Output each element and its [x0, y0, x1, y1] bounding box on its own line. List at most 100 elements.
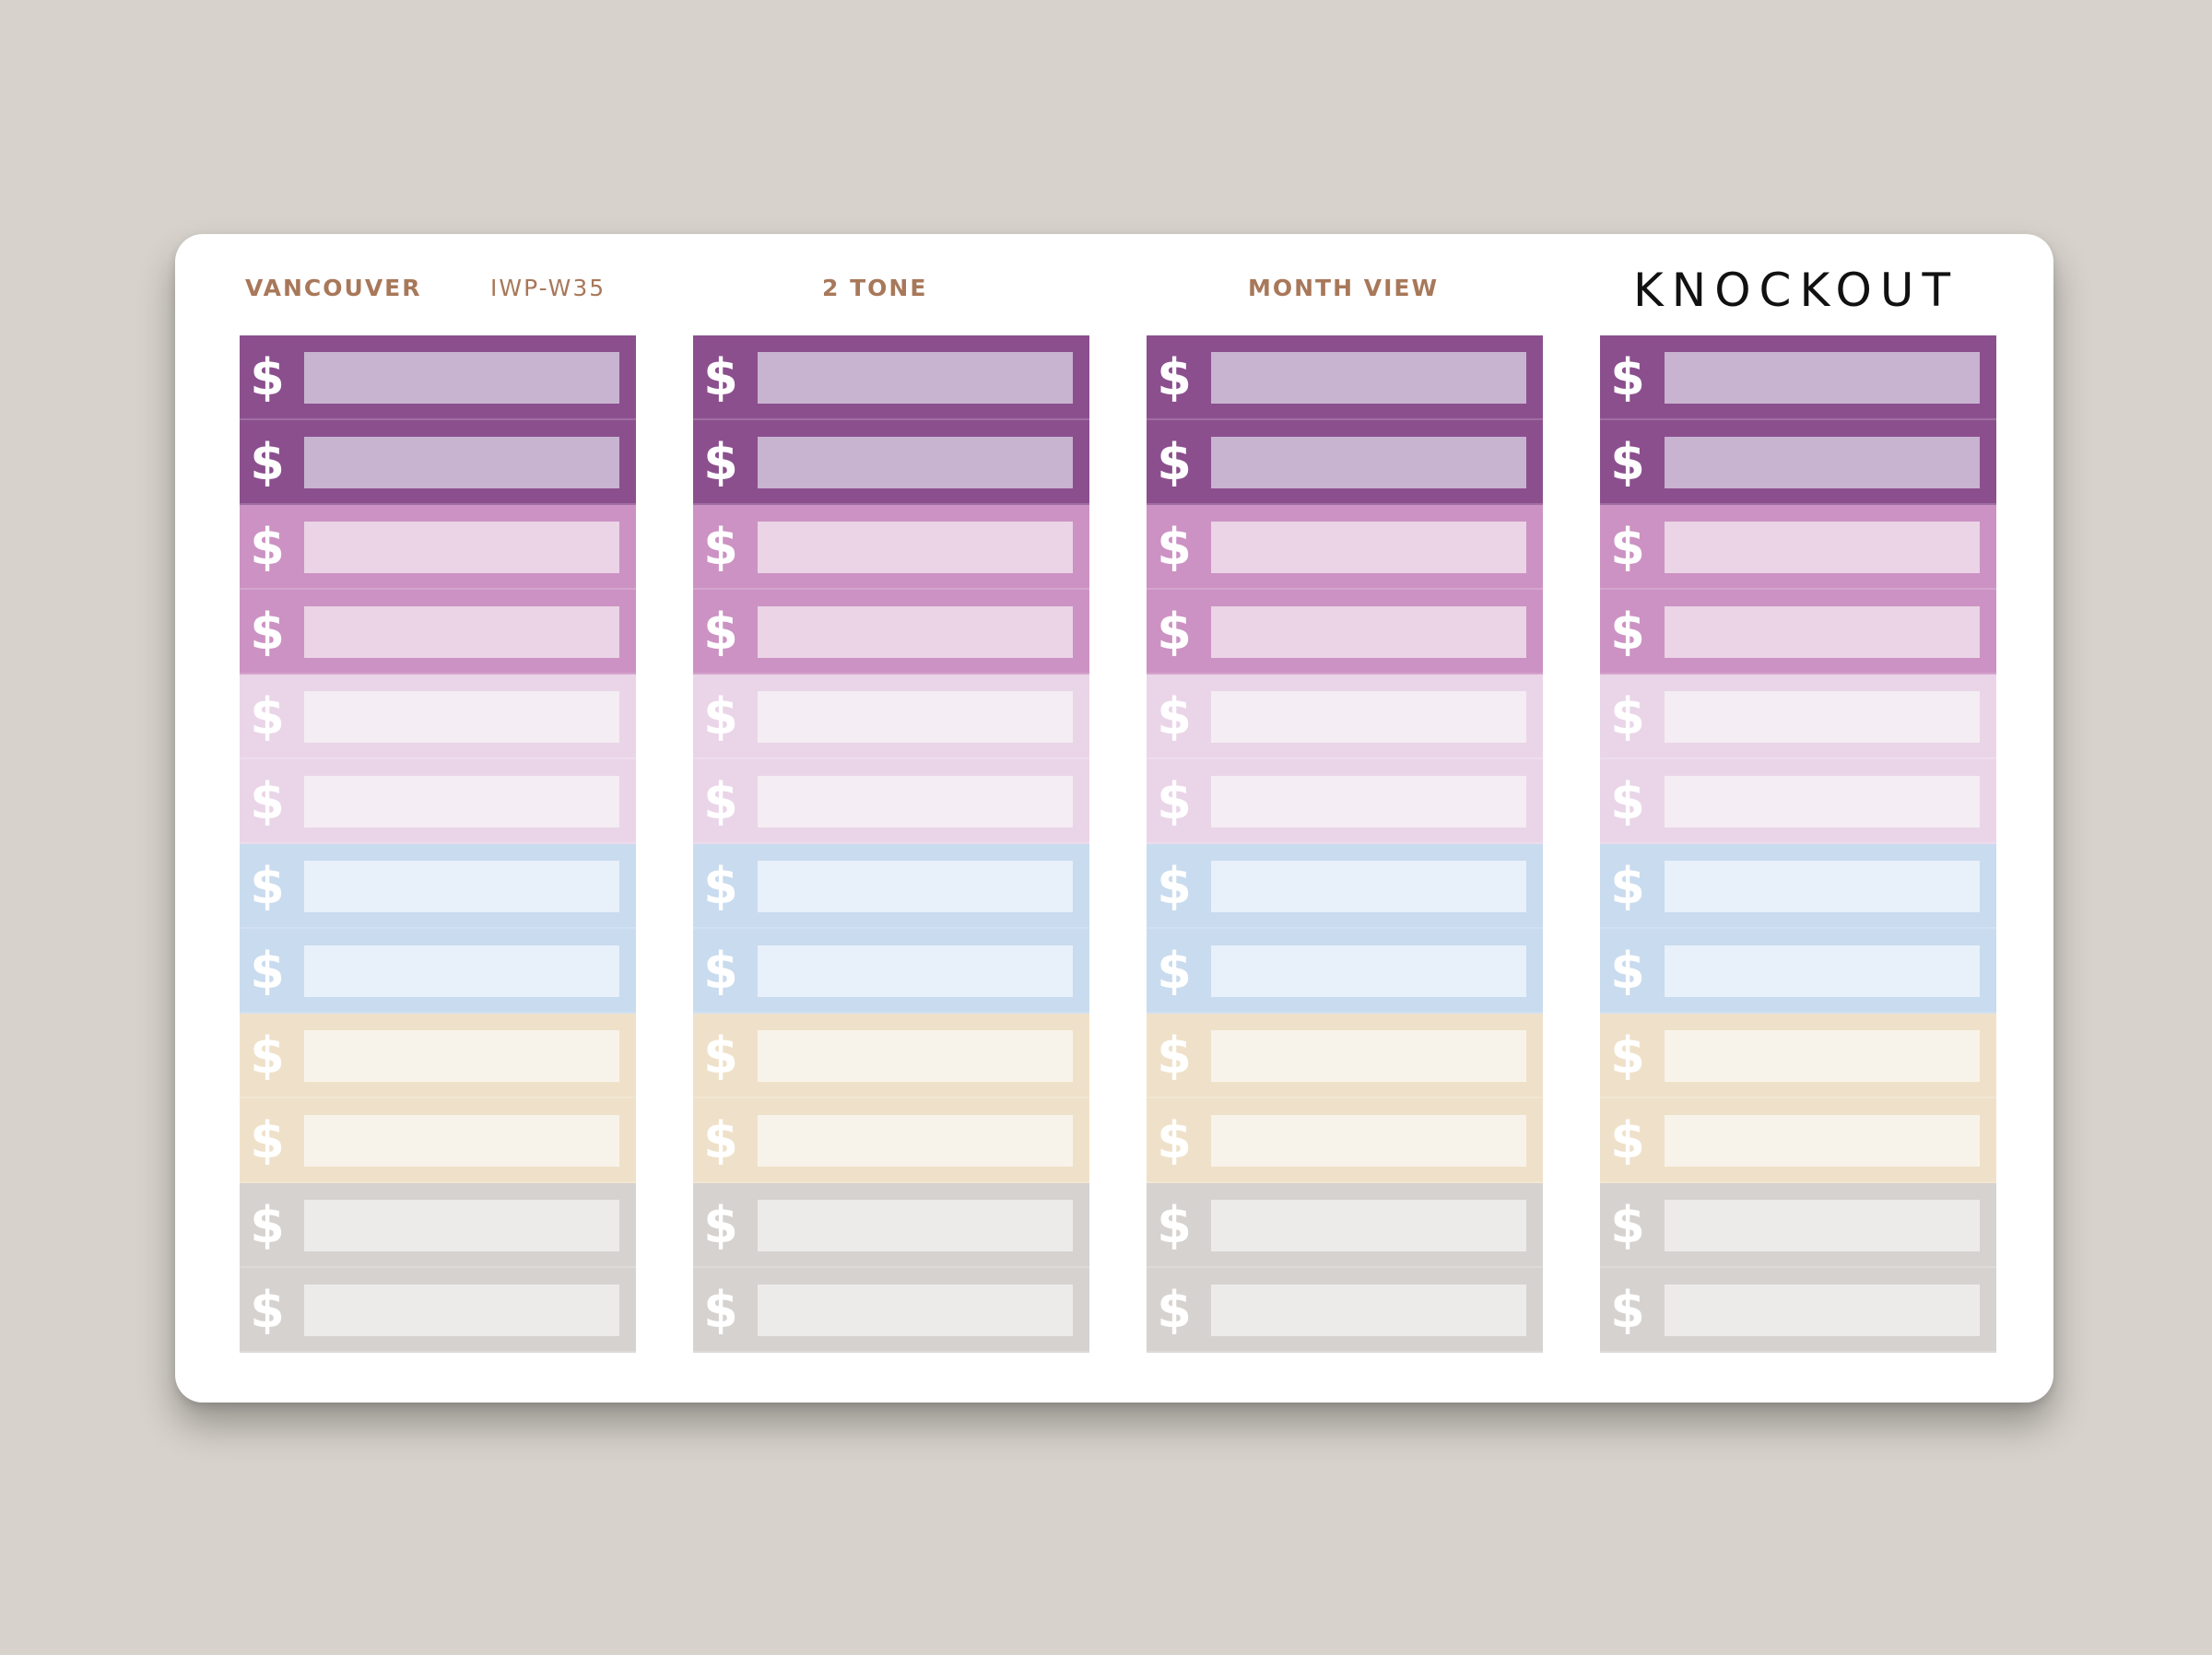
- expense-sticker[interactable]: $: [1600, 1268, 1996, 1353]
- amount-writing-field: [758, 691, 1073, 743]
- amount-writing-field: [1211, 1115, 1526, 1167]
- expense-sticker[interactable]: $: [693, 675, 1089, 759]
- expense-sticker[interactable]: $: [1147, 1183, 1543, 1268]
- expense-sticker[interactable]: $: [240, 1014, 636, 1098]
- expense-sticker[interactable]: $: [240, 1268, 636, 1353]
- amount-writing-field: [1211, 945, 1526, 997]
- amount-writing-field: [304, 861, 619, 912]
- dollar-sign-icon: $: [1157, 1111, 1192, 1169]
- expense-sticker[interactable]: $: [693, 505, 1089, 590]
- expense-sticker[interactable]: $: [1600, 929, 1996, 1014]
- dollar-sign-icon: $: [250, 433, 285, 491]
- sticker-column-3: $ $ $ $ $ $ $ $ $ $ $ $: [1147, 335, 1543, 1353]
- product-code: IWP-W35: [490, 275, 606, 301]
- amount-writing-field: [758, 945, 1073, 997]
- expense-sticker[interactable]: $: [240, 675, 636, 759]
- expense-sticker[interactable]: $: [1147, 844, 1543, 929]
- expense-sticker[interactable]: $: [693, 335, 1089, 420]
- expense-sticker[interactable]: $: [1600, 505, 1996, 590]
- amount-writing-field: [1665, 1030, 1980, 1082]
- dollar-sign-icon: $: [703, 687, 738, 745]
- dollar-sign-icon: $: [1157, 603, 1192, 661]
- dollar-sign-icon: $: [703, 1111, 738, 1169]
- expense-sticker[interactable]: $: [1600, 844, 1996, 929]
- sticker-column-2: $ $ $ $ $ $ $ $ $ $ $ $: [693, 335, 1089, 1353]
- amount-writing-field: [304, 945, 619, 997]
- expense-sticker[interactable]: $: [693, 1014, 1089, 1098]
- dollar-sign-icon: $: [1610, 942, 1645, 1000]
- expense-sticker[interactable]: $: [693, 420, 1089, 505]
- expense-sticker[interactable]: $: [1600, 335, 1996, 420]
- expense-sticker[interactable]: $: [240, 929, 636, 1014]
- amount-writing-field: [304, 606, 619, 658]
- expense-sticker[interactable]: $: [1147, 420, 1543, 505]
- amount-writing-field: [304, 437, 619, 488]
- expense-sticker[interactable]: $: [1600, 1098, 1996, 1183]
- dollar-sign-icon: $: [703, 942, 738, 1000]
- expense-sticker[interactable]: $: [693, 1098, 1089, 1183]
- expense-sticker[interactable]: $: [240, 1183, 636, 1268]
- amount-writing-field: [304, 352, 619, 404]
- expense-sticker[interactable]: $: [1600, 759, 1996, 844]
- dollar-sign-icon: $: [250, 348, 285, 406]
- amount-writing-field: [1665, 776, 1980, 828]
- expense-sticker[interactable]: $: [693, 1183, 1089, 1268]
- dollar-sign-icon: $: [703, 772, 738, 830]
- expense-sticker[interactable]: $: [1147, 929, 1543, 1014]
- dollar-sign-icon: $: [1157, 518, 1192, 576]
- expense-sticker[interactable]: $: [240, 1098, 636, 1183]
- expense-sticker[interactable]: $: [1600, 675, 1996, 759]
- expense-sticker[interactable]: $: [693, 590, 1089, 675]
- amount-writing-field: [1665, 1200, 1980, 1251]
- expense-sticker[interactable]: $: [1147, 1268, 1543, 1353]
- expense-sticker[interactable]: $: [693, 1268, 1089, 1353]
- dollar-sign-icon: $: [703, 857, 738, 915]
- expense-sticker[interactable]: $: [240, 759, 636, 844]
- expense-sticker[interactable]: $: [1147, 505, 1543, 590]
- expense-sticker[interactable]: $: [1600, 590, 1996, 675]
- expense-sticker[interactable]: $: [1147, 675, 1543, 759]
- amount-writing-field: [1211, 522, 1526, 573]
- expense-sticker[interactable]: $: [240, 844, 636, 929]
- expense-sticker[interactable]: $: [693, 759, 1089, 844]
- expense-sticker[interactable]: $: [240, 590, 636, 675]
- dollar-sign-icon: $: [703, 1196, 738, 1254]
- expense-sticker[interactable]: $: [240, 335, 636, 420]
- sticker-column-1: $ $ $ $ $ $ $ $ $ $ $ $: [240, 335, 636, 1353]
- amount-writing-field: [1211, 776, 1526, 828]
- expense-sticker[interactable]: $: [1147, 759, 1543, 844]
- dollar-sign-icon: $: [1610, 1111, 1645, 1169]
- dollar-sign-icon: $: [250, 603, 285, 661]
- expense-sticker[interactable]: $: [1600, 420, 1996, 505]
- amount-writing-field: [758, 1200, 1073, 1251]
- amount-writing-field: [758, 1115, 1073, 1167]
- expense-sticker[interactable]: $: [1147, 590, 1543, 675]
- expense-sticker[interactable]: $: [1147, 335, 1543, 420]
- amount-writing-field: [1665, 861, 1980, 912]
- dollar-sign-icon: $: [1610, 518, 1645, 576]
- dollar-sign-icon: $: [1157, 1281, 1192, 1339]
- expense-sticker[interactable]: $: [240, 505, 636, 590]
- expense-sticker[interactable]: $: [240, 420, 636, 505]
- dollar-sign-icon: $: [250, 518, 285, 576]
- expense-sticker[interactable]: $: [693, 844, 1089, 929]
- amount-writing-field: [1211, 352, 1526, 404]
- amount-writing-field: [304, 691, 619, 743]
- expense-sticker[interactable]: $: [693, 929, 1089, 1014]
- expense-sticker[interactable]: $: [1147, 1014, 1543, 1098]
- amount-writing-field: [1665, 522, 1980, 573]
- dollar-sign-icon: $: [1157, 772, 1192, 830]
- amount-writing-field: [758, 861, 1073, 912]
- expense-sticker[interactable]: $: [1600, 1183, 1996, 1268]
- dollar-sign-icon: $: [250, 942, 285, 1000]
- amount-writing-field: [304, 1030, 619, 1082]
- dollar-sign-icon: $: [1157, 1027, 1192, 1085]
- amount-writing-field: [1211, 437, 1526, 488]
- dollar-sign-icon: $: [1610, 603, 1645, 661]
- dollar-sign-icon: $: [1157, 348, 1192, 406]
- dollar-sign-icon: $: [1157, 433, 1192, 491]
- expense-sticker[interactable]: $: [1600, 1014, 1996, 1098]
- dollar-sign-icon: $: [1157, 942, 1192, 1000]
- dollar-sign-icon: $: [703, 348, 738, 406]
- expense-sticker[interactable]: $: [1147, 1098, 1543, 1183]
